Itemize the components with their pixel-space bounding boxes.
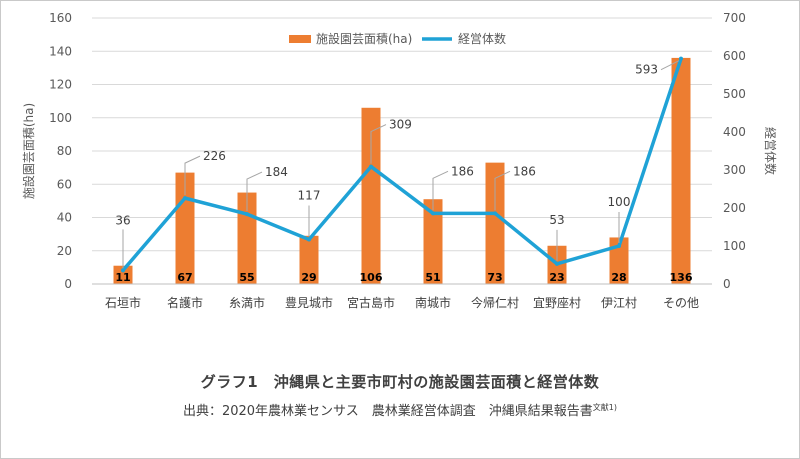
bar-value-label: 55 [239,271,254,284]
line-value-label: 184 [265,165,288,179]
leader-line [660,60,680,71]
leader-line [494,170,511,211]
line-value-label: 226 [203,149,226,163]
x-tick-label: 糸満市 [229,295,265,310]
bar-value-label: 67 [177,271,192,284]
line-point [431,211,435,216]
line-value-label: 186 [451,164,474,178]
y-right-tick-label: 0 [723,277,731,291]
leader-line [184,155,201,196]
y-left-tick-label: 40 [57,211,72,225]
bar-value-label: 136 [670,271,693,284]
x-tick-label: 石垣市 [105,295,141,310]
x-tick-label: 南城市 [415,295,451,310]
combo-chart: 0 20 40 60 80 100 120 140 160 0 100 200 300 400 500 600… [21,11,778,310]
y-left-tick-label: 160 [49,11,72,25]
y-right-tick-label: 300 [723,163,746,177]
line-point [121,268,125,273]
y-left-axis-title: 施設園芸面積(ha) [21,103,36,199]
leader-line [246,171,263,212]
line-point [307,237,311,242]
bar [423,199,443,284]
source-reference: 文献1) [592,403,618,412]
bar [485,162,505,284]
y-left-tick-label: 60 [57,177,72,191]
x-tick-label: 豊見城市 [285,295,333,310]
x-tick-label: 今帰仁村 [471,295,519,310]
x-tick-label: 名護市 [167,295,203,310]
y-left-tick-label: 0 [64,277,72,291]
y-left-tick-label: 140 [49,44,72,58]
y-right-tick-label: 500 [723,87,746,101]
series-line [121,56,683,273]
y-right-tick-label: 400 [723,125,746,139]
y-right-tick-label: 200 [723,201,746,215]
bar-value-label: 29 [301,271,316,284]
y-left-tick-label: 100 [49,111,72,125]
y-right-tick-label: 700 [723,11,746,25]
y-right-tick-label: 100 [723,239,746,253]
bar [361,107,381,285]
chart-caption-source: 出典：2020年農林業センサス 農林業経営体調査 沖縄県結果報告書文献1) [0,400,800,419]
legend-swatch-bar [289,35,311,43]
x-tick-label: 宮古島市 [347,295,395,310]
bar-value-label: 23 [549,271,564,284]
x-tick-label: その他 [663,296,699,310]
leader-line [432,170,449,211]
bar-value-label: 28 [611,271,626,284]
y-right-tick-label: 600 [723,49,746,63]
line-point [369,164,373,169]
y-left-tick-label: 20 [57,244,72,258]
legend-label-line: 経営体数 [458,31,506,46]
bar-value-label: 11 [115,271,130,284]
line-value-label: 186 [513,164,536,178]
x-tick-label: 伊江村 [601,296,637,310]
y-left-tick-label: 120 [49,78,72,92]
bar-value-label: 51 [425,271,440,284]
line-point [183,196,187,201]
source-text: 出典：2020年農林業センサス 農林業経営体調査 沖縄県結果報告書 [182,404,593,419]
chart-caption-title: グラフ1 沖縄県と主要市町村の施設園芸面積と経営体数 [200,373,600,391]
line-point [679,56,683,61]
bar-value-label: 106 [360,271,383,284]
line-value-label: 53 [549,213,564,227]
line-value-label: 593 [635,63,658,77]
bar-value-label: 73 [487,271,502,284]
line-point [493,211,497,216]
line-value-label: 309 [389,118,412,132]
leader-line [370,124,387,164]
line-value-label: 117 [298,189,321,203]
line-point [617,244,621,248]
line-point [555,261,559,266]
line-value-label: 36 [115,213,130,227]
bar [113,265,133,284]
y-left-tick-label: 80 [57,144,72,158]
y-right-axis-title: 経営体数 [763,127,778,175]
bar [299,235,319,284]
bar [671,57,691,285]
line-value-label: 100 [608,195,631,209]
line-point [245,212,249,217]
legend-label-bar: 施設園芸面積(ha) [316,31,412,46]
x-tick-label: 宜野座村 [533,295,581,310]
